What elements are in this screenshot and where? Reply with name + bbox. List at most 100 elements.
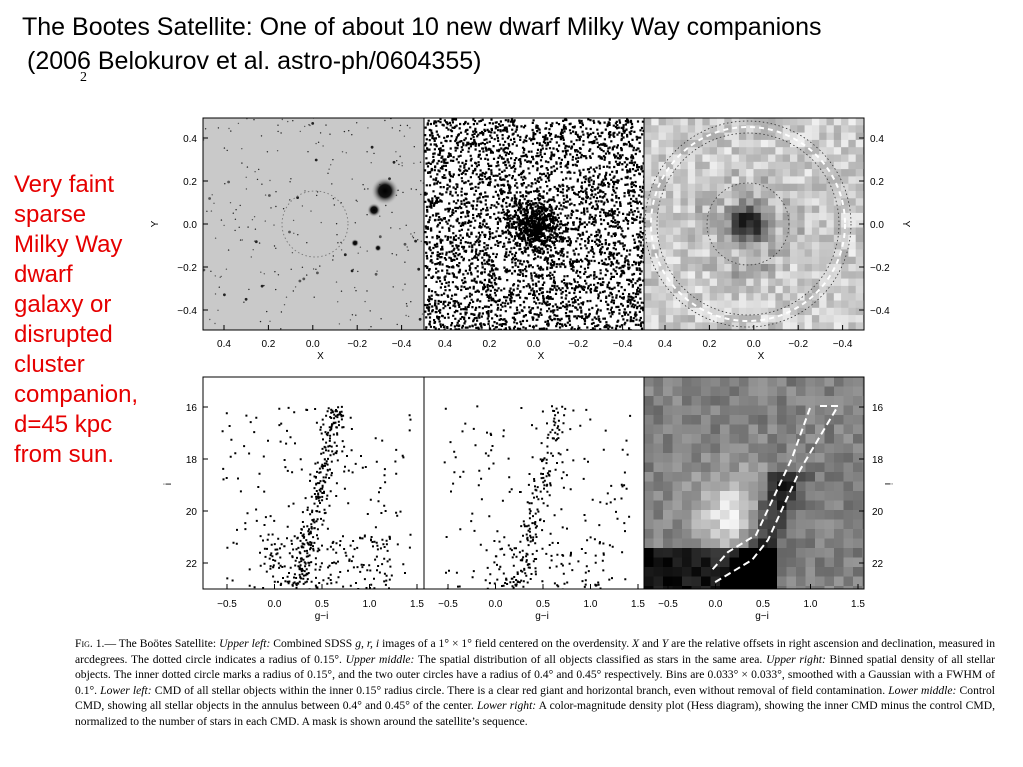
caption-upper-left-label: Upper left: [219, 637, 271, 650]
star-point [280, 132, 282, 134]
density-bin [651, 285, 659, 294]
density-bin [753, 227, 762, 236]
hess-bin [796, 453, 806, 463]
hess-bin [796, 567, 806, 577]
density-bin [687, 191, 696, 199]
hess-bin [767, 405, 778, 416]
hess-bin [710, 519, 721, 530]
hess-bin [691, 529, 702, 539]
density-bin [680, 256, 689, 265]
y-tick-label: 20 [872, 507, 884, 518]
density-bin [665, 242, 674, 250]
hess-bin [862, 415, 864, 425]
density-bin [833, 147, 842, 155]
x-tick-label: 0.0 [489, 599, 503, 610]
star-point [302, 277, 306, 281]
star-point [275, 288, 277, 291]
hess-bin [824, 510, 835, 520]
density-bin [753, 183, 762, 192]
hess-bin [710, 396, 721, 406]
density-bin [811, 161, 820, 170]
hess-bin [786, 586, 797, 589]
density-bin [819, 176, 827, 184]
side-note-line: sparse [14, 201, 87, 228]
density-bin [768, 249, 776, 257]
density-bin [724, 329, 732, 330]
density-bin [724, 183, 732, 192]
hess-bin [824, 576, 835, 587]
hess-bin [644, 567, 654, 577]
density-bin [702, 205, 710, 214]
density-bin [790, 234, 798, 243]
hess-bin [862, 548, 864, 558]
density-bin [855, 300, 864, 309]
hess-bin [720, 538, 730, 549]
density-bin [819, 322, 827, 330]
hess-bin [691, 491, 702, 501]
density-bin [790, 220, 798, 228]
density-bin [768, 329, 776, 330]
hess-bin [805, 529, 816, 539]
density-bin [819, 315, 827, 323]
density-bin [760, 205, 769, 214]
density-bin [687, 161, 696, 170]
star-point [402, 191, 404, 194]
density-bin [673, 154, 681, 163]
density-bin [673, 256, 681, 265]
hess-bin [691, 386, 702, 397]
hess-bin [853, 529, 863, 539]
hess-bin [843, 377, 854, 387]
star-point [367, 188, 369, 190]
density-bin [658, 161, 667, 170]
title-line-2: (2006 Belokurov et al. astro-ph/0604355) [27, 47, 482, 75]
hess-bin [862, 586, 864, 589]
density-bin [848, 205, 856, 214]
density-bin [855, 242, 864, 250]
density-bin [717, 329, 725, 330]
density-bin [695, 132, 703, 141]
star-point [228, 127, 230, 130]
star-point [304, 125, 306, 128]
side-note-line: d=45 kpc [14, 411, 113, 438]
density-bin [782, 322, 791, 330]
density-bin [665, 264, 674, 272]
density-bin [738, 198, 747, 206]
star-point [210, 270, 212, 272]
density-bin [717, 278, 725, 287]
hess-bin [824, 500, 835, 511]
density-bin [746, 271, 754, 279]
star-point [251, 219, 254, 221]
density-bin [738, 118, 747, 126]
x-tick-label: −0.2 [788, 339, 808, 350]
star-point [396, 160, 398, 162]
density-bin [797, 125, 805, 133]
caption-text: — The Boötes Satellite: [104, 637, 220, 650]
star-point [224, 183, 226, 185]
density-bin [819, 227, 827, 236]
density-bin [746, 300, 754, 309]
caption-upper-middle-label: Upper middle: [345, 652, 415, 666]
density-bin [695, 125, 703, 133]
star-dots [424, 118, 644, 330]
density-bin [680, 293, 689, 301]
density-bin [775, 329, 783, 330]
density-bin [687, 242, 696, 250]
hess-bin [824, 424, 835, 435]
hess-bin [824, 434, 835, 444]
density-bin [760, 300, 769, 309]
x-tick-label: 0.5 [756, 599, 770, 610]
y-axis-label: Y [900, 221, 911, 228]
hess-bin [767, 443, 778, 454]
density-bin [665, 285, 674, 294]
star-point [280, 328, 282, 330]
hess-bin [710, 472, 721, 482]
density-bin [819, 205, 827, 214]
star-point [356, 200, 358, 203]
hess-bin [843, 491, 854, 501]
x-tick-label: 1.0 [804, 599, 818, 610]
hess-bin [834, 576, 844, 587]
density-bin [841, 154, 849, 163]
star-point [337, 242, 339, 244]
density-bin [651, 271, 659, 279]
y-axis-label: Y [150, 220, 161, 227]
